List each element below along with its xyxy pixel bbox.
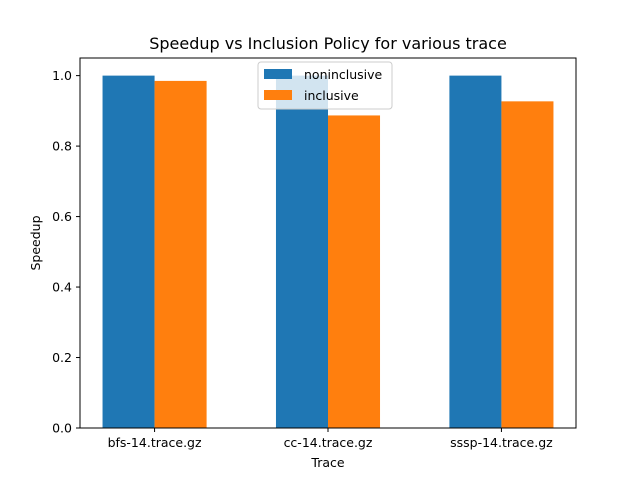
y-tick-label: 0.2 xyxy=(52,350,72,365)
legend: noninclusive inclusive xyxy=(257,61,393,110)
x-tick-label: sssp-14.trace.gz xyxy=(450,435,553,450)
bar-inclusive-2 xyxy=(501,101,554,428)
x-tick-label: bfs-14.trace.gz xyxy=(108,435,202,450)
y-tick-label: 0.4 xyxy=(52,280,72,295)
y-tick-label: 1.0 xyxy=(52,68,72,83)
x-axis: bfs-14.trace.gz cc-14.trace.gz sssp-14.tra… xyxy=(108,428,553,450)
bars-group xyxy=(102,75,554,429)
bar-noninclusive-1 xyxy=(275,75,328,428)
legend-label-inclusive: inclusive xyxy=(304,88,359,103)
y-tick-label: 0.6 xyxy=(52,209,72,224)
y-tick-label: 0.0 xyxy=(52,421,72,436)
y-axis-label: Speedup xyxy=(28,215,43,270)
chart-title: Speedup vs Inclusion Policy for various … xyxy=(149,34,507,53)
legend-label-noninclusive: noninclusive xyxy=(304,67,383,82)
y-axis: 0.0 0.2 0.4 0.6 0.8 1.0 xyxy=(52,68,80,436)
legend-swatch-noninclusive xyxy=(264,69,292,79)
bar-inclusive-1 xyxy=(328,115,381,428)
x-axis-label: Trace xyxy=(310,455,344,470)
bar-inclusive-0 xyxy=(154,80,207,429)
plot-frame xyxy=(79,57,577,429)
y-tick-label: 0.8 xyxy=(52,139,72,154)
legend-swatch-inclusive xyxy=(264,90,292,100)
x-tick-label: cc-14.trace.gz xyxy=(284,435,373,450)
bar-noninclusive-2 xyxy=(449,75,502,428)
bar-noninclusive-0 xyxy=(102,75,155,428)
